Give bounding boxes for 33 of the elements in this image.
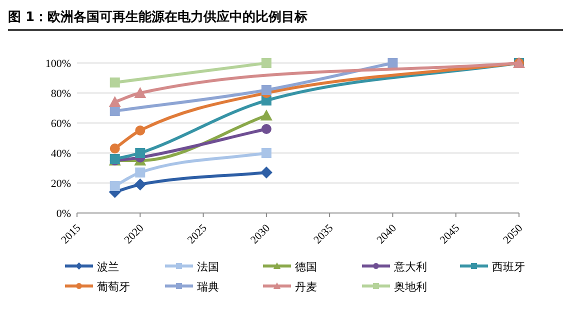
y-tick-label: 40% xyxy=(50,148,71,160)
point xyxy=(135,148,146,158)
y-tick-label: 20% xyxy=(50,178,71,190)
legend-label: 奥地利 xyxy=(394,280,427,294)
legend-label: 德国 xyxy=(295,260,317,274)
legend-label: 西班牙 xyxy=(492,260,525,274)
point xyxy=(261,124,272,134)
point xyxy=(260,166,272,178)
point xyxy=(388,58,398,68)
y-tick-label: 0% xyxy=(56,208,71,220)
legend-label: 意大利 xyxy=(393,260,427,274)
point xyxy=(110,78,120,88)
y-tick-label: 100% xyxy=(45,58,71,70)
point xyxy=(134,178,146,190)
point xyxy=(134,87,146,98)
point xyxy=(108,96,121,107)
point xyxy=(110,106,120,116)
legend-label: 瑞典 xyxy=(197,280,219,294)
legend-label: 法国 xyxy=(197,260,219,274)
point xyxy=(110,181,120,191)
point xyxy=(135,126,146,136)
legend-label: 丹麦 xyxy=(295,280,317,294)
legend-label: 葡萄牙 xyxy=(97,280,130,294)
point xyxy=(110,144,120,154)
point xyxy=(261,85,272,95)
legend-label: 波兰 xyxy=(97,260,119,274)
chart-title: 图 1：欧洲各国可再生能源在电力供应中的比例目标 xyxy=(8,9,308,25)
y-tick-label: 80% xyxy=(50,88,71,100)
point xyxy=(261,148,272,158)
point xyxy=(260,110,272,120)
point xyxy=(135,168,146,178)
point xyxy=(261,58,272,68)
y-tick-label: 60% xyxy=(50,118,71,130)
